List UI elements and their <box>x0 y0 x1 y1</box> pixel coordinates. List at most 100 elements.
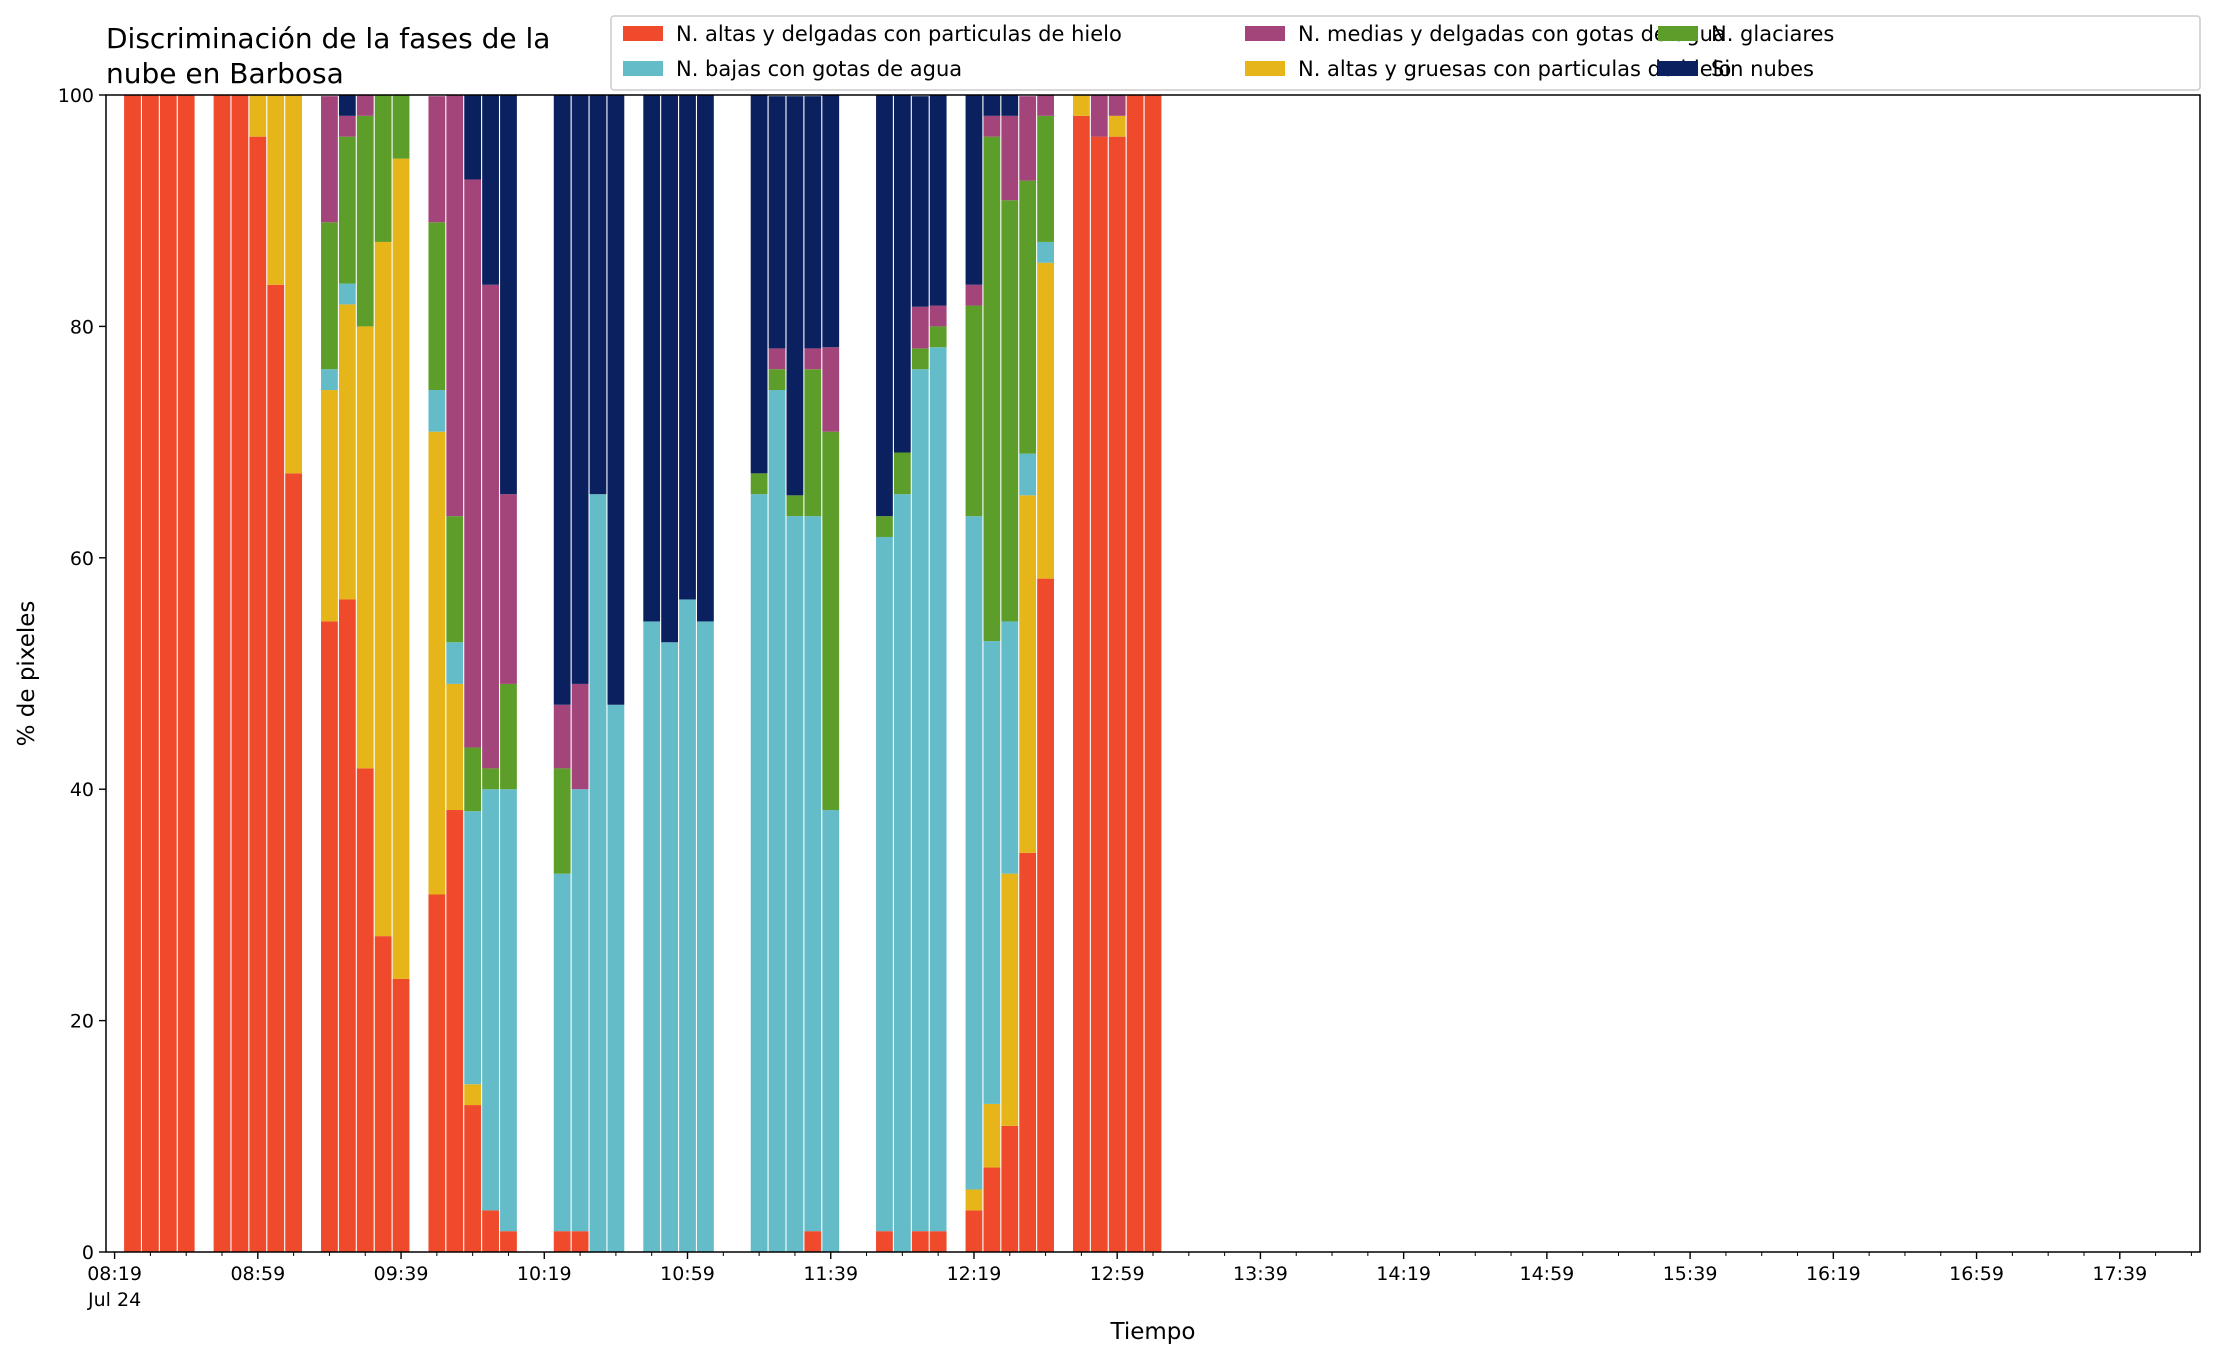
bar-segment-3 <box>876 536 893 1232</box>
bar-segment-4 <box>929 326 947 348</box>
bar-1009 <box>500 95 517 1252</box>
bar-segment-3 <box>911 369 929 1232</box>
bar-segment-3 <box>697 621 714 1252</box>
bar-1139 <box>822 95 840 1252</box>
bar-0849 <box>213 95 231 1252</box>
bar-segment-1 <box>338 599 356 1252</box>
bar-segment-2 <box>464 1084 482 1106</box>
y-tick-label: 60 <box>70 548 94 570</box>
bar-1209 <box>929 95 947 1252</box>
bar-segment-1 <box>571 1231 589 1252</box>
bar-1204 <box>911 96 929 1252</box>
bar-segment-3 <box>679 599 696 1252</box>
bar-segment-3 <box>786 516 804 1252</box>
bar-1229 <box>1001 95 1019 1252</box>
bar-segment-1 <box>159 95 177 1252</box>
bar-segment-5 <box>804 348 822 370</box>
chart-title-line-2: nube en Barbosa <box>106 57 344 90</box>
bar-segment-1 <box>177 95 195 1252</box>
bar-segment-4 <box>893 452 911 495</box>
legend-item-4: N. glaciares <box>1658 22 1834 46</box>
bar-segment-6 <box>589 95 607 495</box>
bar-segment-4 <box>876 516 893 537</box>
bar-segment-2 <box>392 158 410 979</box>
bar-segment-2 <box>446 683 464 811</box>
bar-1239 <box>1037 95 1054 1252</box>
legend: N. altas y delgadas con particulas de hi… <box>610 15 2201 91</box>
bar-1234 <box>1019 96 1037 1252</box>
bar-1219 <box>965 95 983 1252</box>
bar-segment-6 <box>338 95 356 116</box>
bar-1004 <box>482 95 499 1252</box>
bar-segment-1 <box>142 95 159 1252</box>
bar-segment-6 <box>500 95 517 495</box>
legend-swatch <box>1658 26 1698 41</box>
bar-segment-3 <box>571 789 589 1232</box>
bar-segment-1 <box>267 284 285 1252</box>
x-axis-label: Tiempo <box>1110 1319 1196 1345</box>
legend-swatch <box>1245 26 1285 41</box>
legend-label: N. medias y delgadas con gotas de agua <box>1298 22 1726 46</box>
bar-segment-2 <box>1019 495 1037 853</box>
bar-segment-5 <box>500 494 517 684</box>
bar-segment-1 <box>1090 136 1108 1252</box>
x-tick-label: 10:19 <box>517 1263 572 1285</box>
bar-1024 <box>553 95 571 1252</box>
bar-segment-3 <box>1019 453 1037 496</box>
legend-item-3: N. bajas con gotas de agua <box>623 57 962 81</box>
bar-segment-1 <box>804 1231 822 1252</box>
bar-1134 <box>804 96 822 1252</box>
bar-segment-5 <box>1037 95 1054 116</box>
bar-segment-1 <box>553 1231 571 1252</box>
bar-segment-1 <box>1037 578 1054 1252</box>
bar-segment-4 <box>428 222 446 391</box>
bar-segment-2 <box>983 1103 1001 1168</box>
x-tick-label: 15:39 <box>1663 1263 1718 1285</box>
bar-segment-5 <box>1001 115 1019 201</box>
bar-1309 <box>1144 95 1162 1252</box>
x-tick-label: 16:59 <box>1949 1263 2004 1285</box>
bar-segment-1 <box>1072 115 1090 1253</box>
bar-0929 <box>356 95 374 1252</box>
bar-segment-1 <box>249 136 267 1252</box>
legend-swatch <box>1658 61 1698 76</box>
bar-segment-6 <box>929 95 947 306</box>
legend-label: N. glaciares <box>1711 22 1834 46</box>
bar-1039 <box>607 95 625 1252</box>
bar-0839 <box>177 95 195 1252</box>
bar-segment-1 <box>321 621 338 1252</box>
chart-title-line-1: Discriminación de la fases de la <box>106 22 550 55</box>
bar-segment-1 <box>124 95 141 1252</box>
bar-segment-6 <box>911 96 929 307</box>
bar-segment-6 <box>464 95 482 180</box>
bar-segment-1 <box>876 1231 893 1252</box>
bar-segment-3 <box>893 494 911 1252</box>
bar-0834 <box>159 95 177 1252</box>
bar-segment-4 <box>1037 115 1054 242</box>
bar-segment-3 <box>643 621 661 1252</box>
bar-segment-6 <box>965 95 983 285</box>
bar-segment-1 <box>482 1210 499 1252</box>
bar-1259 <box>1108 95 1126 1252</box>
bar-segment-5 <box>965 284 983 306</box>
bar-segment-5 <box>464 179 482 748</box>
bar-segment-3 <box>929 347 947 1232</box>
bar-segment-2 <box>356 326 374 769</box>
bar-segment-4 <box>1001 200 1019 622</box>
bar-segment-1 <box>965 1210 983 1252</box>
legend-frame <box>610 15 2201 91</box>
bar-segment-5 <box>929 305 947 327</box>
bar-1154 <box>876 95 893 1252</box>
x-tick-label: 13:39 <box>1233 1263 1288 1285</box>
bar-segment-3 <box>804 516 822 1232</box>
y-tick-label: 80 <box>70 316 94 338</box>
bar-0904 <box>267 95 285 1252</box>
bar-segment-3 <box>446 642 464 684</box>
bar-segment-1 <box>1144 95 1162 1252</box>
bar-segment-3 <box>464 811 482 1085</box>
bar-segment-3 <box>482 789 499 1211</box>
bar-segment-5 <box>1090 95 1108 137</box>
bar-segment-1 <box>356 768 374 1252</box>
bar-segment-1 <box>929 1231 947 1252</box>
bar-segment-5 <box>983 115 1001 137</box>
